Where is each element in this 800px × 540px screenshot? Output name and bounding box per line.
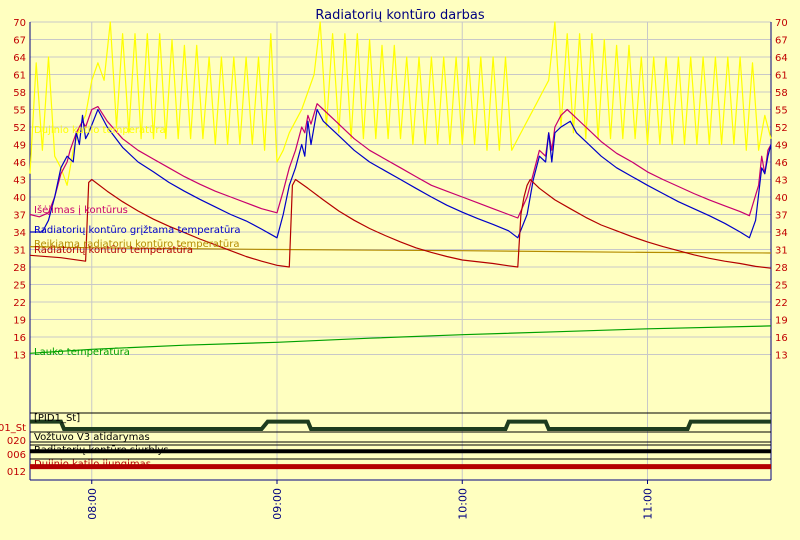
series-line: [29, 246, 772, 254]
y-tick-label-left: 61: [13, 71, 26, 82]
y-tick-label-left: 31: [13, 246, 26, 257]
y-tick-label-right: 22: [775, 298, 788, 309]
x-tick-label: 08:00: [86, 488, 99, 520]
y-tick-label-left: 67: [13, 36, 26, 47]
y-tick-label-right: 37: [775, 211, 788, 222]
y-tick-label-right: 58: [775, 88, 788, 99]
y-tick-label-left: 40: [13, 193, 26, 204]
digital-channels: 01_St [PID1_St] 020 Vožtuvo V3 atidarymas 00…: [0, 412, 771, 478]
series-line: [29, 103, 772, 219]
chart-title: Radiatorių kontūro darbas: [315, 8, 484, 23]
digital-channel-code: 01_St: [0, 423, 26, 434]
y-tick-label-right: 61: [775, 71, 788, 82]
y-tick-label-right: 40: [775, 193, 788, 204]
y-tick-label-left: 22: [13, 298, 26, 309]
y-tick-label-left: 70: [13, 18, 26, 29]
y-tick-label-left: 58: [13, 88, 26, 99]
y-tick-label-right: 43: [775, 176, 788, 187]
y-tick-label-left: 34: [13, 228, 26, 239]
data-series: [29, 21, 772, 354]
series-label: Išėjimas į kontūrus: [34, 204, 128, 216]
y-tick-label-right: 28: [775, 263, 788, 274]
x-tick-label: 10:00: [456, 488, 469, 520]
y-tick-label-left: 16: [13, 333, 26, 344]
y-tick-label-right: 64: [775, 53, 788, 64]
y-tick-label-right: 49: [775, 141, 788, 152]
digital-channel-label: Vožtuvo V3 atidarymas: [34, 431, 150, 443]
series-label: Reikiama radiatorių kontūro temperatūra: [34, 239, 240, 250]
y-tick-label-left: 25: [13, 281, 26, 292]
series-line: [29, 21, 772, 186]
y-tick-label-left: 13: [13, 351, 26, 362]
y-tick-label-left: 52: [13, 123, 26, 134]
series-line: [29, 178, 772, 269]
y-tick-label-right: 70: [775, 18, 788, 29]
y-tick-label-right: 52: [775, 123, 788, 134]
digital-channel-label: Radiatorių kontūro siurblys: [34, 445, 169, 456]
digital-channel-code: 012: [7, 467, 26, 478]
y-tick-label-left: 28: [13, 263, 26, 274]
y-tick-label-right: 67: [775, 36, 788, 47]
y-tick-label-left: 37: [13, 211, 26, 222]
series-line: [29, 325, 772, 354]
y-tick-label-right: 34: [775, 228, 788, 239]
digital-channel-code: 020: [7, 436, 26, 447]
y-tick-label-right: 31: [775, 246, 788, 257]
digital-channel-label: [PID1_St]: [34, 413, 80, 424]
axes: 13 13 16 16 19 19 22 22 25 25 28 28 31 31 34 34 37 37 40 40…: [13, 18, 787, 520]
y-tick-label-right: 19: [775, 316, 788, 327]
digital-channel-label: Dujinio katilo įjungimas: [34, 459, 151, 470]
series-label: Lauko temperatūra: [34, 347, 130, 358]
series-label: Radiatorių kontūro temperatūra: [34, 245, 193, 256]
y-tick-label-left: 49: [13, 141, 26, 152]
y-tick-label-right: 25: [775, 281, 788, 292]
series-line: [30, 108, 772, 239]
x-tick-label: 09:00: [271, 488, 284, 520]
y-tick-label-left: 55: [13, 106, 26, 117]
digital-trace: [30, 419, 771, 431]
series-labels: Dujinio katilo temperatūra Išėjimas į kon…: [34, 125, 241, 358]
y-tick-label-right: 13: [775, 351, 788, 362]
y-tick-label-right: 46: [775, 158, 788, 169]
x-tick-label: 11:00: [642, 488, 655, 520]
series-label: Dujinio katilo temperatūra: [34, 125, 166, 136]
y-tick-label-left: 19: [13, 316, 26, 327]
y-tick-label-left: 46: [13, 158, 26, 169]
y-tick-label-left: 64: [13, 53, 26, 64]
y-tick-label-right: 16: [775, 333, 788, 344]
series-label: Radiatorių kontūro grįžtama temperatūra: [34, 224, 241, 236]
y-tick-label-left: 43: [13, 176, 26, 187]
digital-channel-code: 006: [7, 450, 26, 461]
y-tick-label-right: 55: [775, 106, 788, 117]
